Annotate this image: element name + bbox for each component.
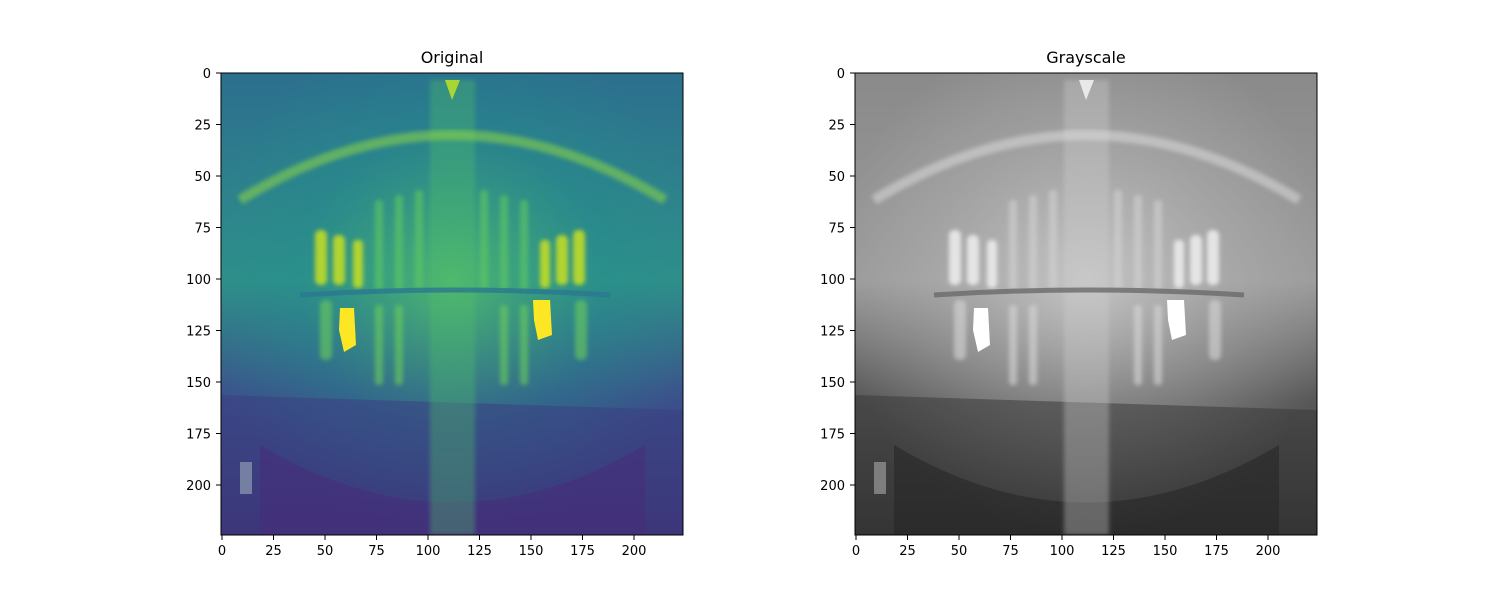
xray-image-grayscale: [854, 72, 1318, 536]
x-tick-label: 100: [416, 544, 441, 559]
y-tick: 150: [820, 376, 855, 391]
y-axis: 0 25 50 75 100 125 150 175 200: [186, 67, 221, 494]
y-tick: 25: [194, 119, 221, 134]
y-tick: 100: [186, 273, 221, 288]
x-tick: 50: [317, 535, 334, 559]
x-tick-label: 75: [1002, 544, 1019, 559]
x-tick: 75: [1002, 535, 1019, 559]
x-tick: 200: [622, 535, 647, 559]
panel-title: Original: [421, 48, 484, 67]
y-tick-label: 200: [186, 479, 211, 494]
y-tick-label: 100: [820, 273, 845, 288]
x-tick: 150: [519, 535, 544, 559]
x-tick-label: 50: [951, 544, 968, 559]
x-tick: 0: [852, 535, 860, 559]
y-tick: 125: [820, 325, 855, 340]
y-tick: 100: [820, 273, 855, 288]
y-tick: 25: [828, 119, 855, 134]
x-tick: 175: [1204, 535, 1229, 559]
x-tick-label: 175: [1204, 544, 1229, 559]
x-tick: 200: [1256, 535, 1281, 559]
xray-image-viridis: [220, 72, 684, 536]
x-axis: 0 25 50 75 100 125 150 175 200: [852, 535, 1281, 559]
x-tick: 100: [416, 535, 441, 559]
x-tick: 175: [570, 535, 595, 559]
x-tick-label: 150: [519, 544, 544, 559]
y-tick-label: 150: [186, 376, 211, 391]
y-tick-label: 0: [203, 67, 211, 82]
panel-grayscale: Grayscale: [820, 48, 1318, 559]
x-tick-label: 175: [570, 544, 595, 559]
x-tick-label: 200: [1256, 544, 1281, 559]
x-tick: 150: [1153, 535, 1178, 559]
y-tick: 50: [194, 170, 221, 185]
y-tick-label: 50: [828, 170, 845, 185]
panel-title: Grayscale: [1046, 48, 1125, 67]
x-tick-label: 25: [899, 544, 916, 559]
x-tick-label: 100: [1050, 544, 1075, 559]
x-tick-label: 75: [368, 544, 385, 559]
x-tick: 0: [218, 535, 226, 559]
y-tick: 200: [820, 479, 855, 494]
y-tick: 50: [828, 170, 855, 185]
x-tick: 50: [951, 535, 968, 559]
y-tick: 75: [194, 222, 221, 237]
x-tick-label: 125: [467, 544, 492, 559]
y-tick: 175: [820, 428, 855, 443]
y-tick-label: 125: [820, 325, 845, 340]
x-tick-label: 0: [852, 544, 860, 559]
y-axis: 0 25 50 75 100 125 150 175 200: [820, 67, 855, 494]
y-tick: 150: [186, 376, 221, 391]
y-tick: 0: [837, 67, 855, 82]
y-tick-label: 150: [820, 376, 845, 391]
x-tick: 25: [899, 535, 916, 559]
y-tick-label: 50: [194, 170, 211, 185]
x-tick: 100: [1050, 535, 1075, 559]
x-tick-label: 25: [265, 544, 282, 559]
x-axis: 0 25 50 75 100 125 150 175 200: [218, 535, 647, 559]
y-tick-label: 0: [837, 67, 845, 82]
y-tick-label: 200: [820, 479, 845, 494]
panel-original: Original: [186, 48, 684, 559]
y-tick-label: 175: [820, 428, 845, 443]
y-tick-label: 100: [186, 273, 211, 288]
y-tick: 125: [186, 325, 221, 340]
x-tick: 125: [1101, 535, 1126, 559]
x-tick-label: 200: [622, 544, 647, 559]
y-tick-label: 125: [186, 325, 211, 340]
y-tick: 175: [186, 428, 221, 443]
y-tick-label: 175: [186, 428, 211, 443]
x-tick: 125: [467, 535, 492, 559]
x-tick: 75: [368, 535, 385, 559]
y-tick-label: 25: [828, 119, 845, 134]
y-tick: 75: [828, 222, 855, 237]
y-tick-label: 75: [194, 222, 211, 237]
x-tick-label: 150: [1153, 544, 1178, 559]
y-tick: 200: [186, 479, 221, 494]
y-tick: 0: [203, 67, 221, 82]
y-tick-label: 25: [194, 119, 211, 134]
x-tick: 25: [265, 535, 282, 559]
x-tick-label: 0: [218, 544, 226, 559]
x-tick-label: 125: [1101, 544, 1126, 559]
x-tick-label: 50: [317, 544, 334, 559]
y-tick-label: 75: [828, 222, 845, 237]
